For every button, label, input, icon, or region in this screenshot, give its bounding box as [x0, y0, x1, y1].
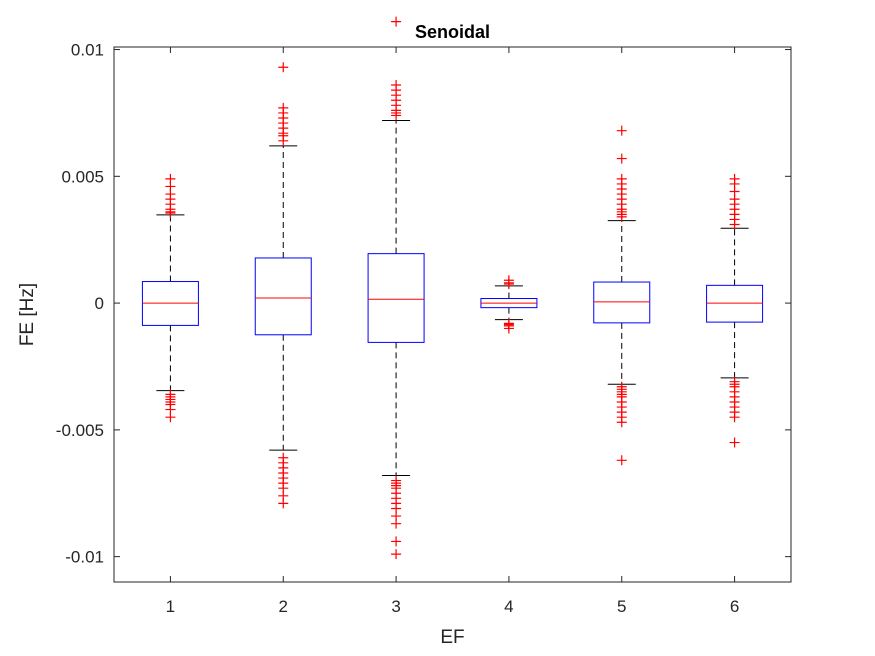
plot-layer: [141, 16, 764, 560]
outlier-marker: [729, 437, 740, 448]
outlier-marker: [391, 16, 402, 27]
x-tick-label: 1: [166, 597, 175, 616]
x-tick-label: 3: [391, 597, 400, 616]
y-tick-label: 0: [95, 294, 104, 313]
iqr-box: [593, 281, 651, 324]
box-group-1: [141, 173, 199, 423]
x-tick-label: 6: [730, 597, 739, 616]
outlier-marker: [391, 549, 402, 560]
axes-frame: [113, 46, 792, 583]
outlier-marker: [391, 536, 402, 547]
outlier-marker: [616, 153, 627, 164]
outlier-marker: [616, 417, 627, 428]
x-tick-label: 2: [279, 597, 288, 616]
box-group-5: [593, 125, 651, 466]
iqr-box: [367, 253, 425, 343]
outlier-marker: [729, 412, 740, 423]
box-group-3: [367, 16, 425, 560]
outlier-marker: [503, 323, 514, 334]
y-tick-label: 0.01: [71, 41, 104, 60]
box-group-2: [254, 62, 312, 509]
y-tick-label: -0.005: [56, 421, 104, 440]
outlier-marker: [729, 219, 740, 230]
box-group-6: [706, 173, 764, 448]
x-axis-label: EF: [440, 627, 464, 648]
outlier-marker: [278, 135, 289, 146]
y-axis-label: FE [Hz]: [17, 283, 38, 346]
tick-layer: 0.01 0.005 0 -0.005 -0.01 1 2 3 4 5 6: [56, 41, 791, 616]
outlier-marker: [165, 208, 176, 219]
outlier-marker: [278, 62, 289, 73]
outlier-marker: [616, 211, 627, 222]
outlier-marker: [616, 455, 627, 466]
y-tick-label: 0.005: [61, 167, 104, 186]
x-tick-label: 5: [617, 597, 626, 616]
outlier-marker: [616, 125, 627, 136]
plot-area: [114, 47, 791, 582]
outlier-marker: [503, 279, 514, 290]
box-group-4: [480, 275, 538, 334]
x-tick-label: 4: [504, 597, 513, 616]
outlier-marker: [391, 110, 402, 121]
outlier-marker: [165, 412, 176, 423]
iqr-box: [706, 284, 764, 323]
y-tick-label: -0.01: [65, 548, 104, 567]
chart-title: Senoidal: [415, 22, 490, 42]
iqr-box: [254, 257, 312, 336]
outlier-marker: [278, 498, 289, 509]
outlier-marker: [391, 518, 402, 529]
